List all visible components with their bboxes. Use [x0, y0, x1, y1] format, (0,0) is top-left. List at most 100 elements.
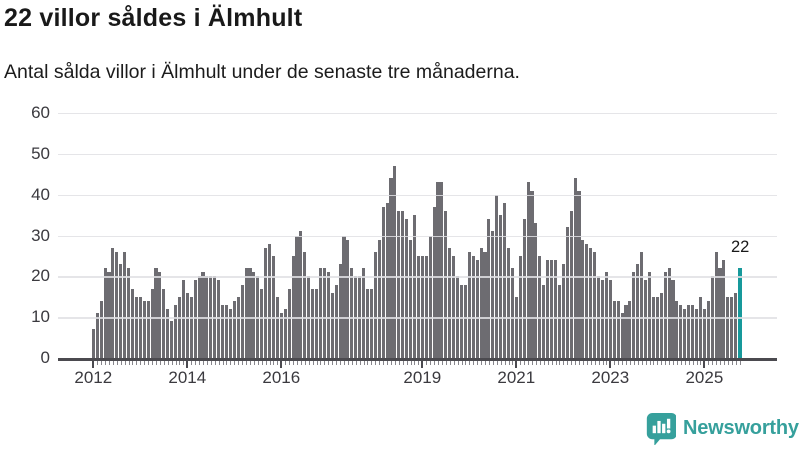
bar — [209, 276, 213, 358]
bar — [632, 272, 636, 358]
month-tick — [700, 361, 702, 365]
x-axis-label: 2025 — [685, 368, 724, 387]
month-tick — [269, 361, 271, 365]
month-tick — [308, 361, 310, 365]
month-tick — [191, 361, 193, 365]
bar — [107, 272, 111, 358]
month-tick — [441, 361, 443, 365]
bar — [397, 211, 401, 358]
bar — [303, 251, 307, 358]
month-tick — [336, 361, 338, 365]
month-tick — [414, 361, 416, 365]
month-tick — [649, 361, 651, 365]
month-tick — [402, 361, 404, 365]
month-tick — [430, 361, 432, 365]
month-tick — [673, 361, 675, 365]
bar — [651, 296, 655, 358]
page-subtitle: Antal sålda villor i Älmhult under de se… — [4, 61, 520, 83]
bar — [550, 260, 554, 358]
month-tick — [735, 361, 737, 365]
bar — [655, 296, 659, 358]
month-tick — [347, 361, 349, 365]
month-tick — [594, 361, 596, 365]
month-tick — [438, 361, 439, 365]
bar — [577, 190, 581, 358]
month-tick — [586, 361, 588, 365]
bar — [362, 268, 366, 358]
month-tick — [453, 361, 455, 365]
bar — [373, 251, 377, 358]
bar — [350, 268, 354, 358]
bar — [487, 219, 491, 358]
bar — [612, 300, 616, 358]
y-axis-label: 40 — [31, 184, 50, 204]
month-tick — [257, 361, 259, 365]
month-tick — [716, 361, 718, 365]
month-tick — [590, 361, 592, 365]
bar — [514, 296, 518, 358]
month-tick — [598, 361, 600, 365]
month-tick — [343, 361, 345, 365]
month-tick — [406, 361, 408, 365]
bar — [702, 309, 706, 358]
month-tick — [622, 361, 624, 365]
bar — [315, 288, 319, 358]
month-tick — [363, 361, 365, 365]
bar — [506, 247, 511, 358]
month-tick — [136, 361, 138, 365]
bar — [166, 309, 170, 358]
bar — [420, 255, 424, 358]
bar — [557, 284, 561, 358]
month-tick — [543, 361, 545, 365]
bar — [644, 280, 648, 358]
bar-chart-plot-area — [58, 113, 777, 368]
bar — [659, 292, 663, 358]
bar — [318, 268, 323, 358]
bar — [369, 288, 373, 358]
bar — [393, 166, 397, 358]
month-tick — [230, 361, 232, 365]
bar — [228, 309, 232, 358]
newsworthy-logo[interactable]: Newsworthy — [644, 411, 799, 445]
bar — [675, 300, 679, 358]
month-tick — [214, 361, 216, 365]
month-tick — [637, 361, 639, 365]
bar — [236, 296, 240, 358]
bar — [448, 247, 452, 358]
month-tick — [614, 361, 616, 365]
bar — [553, 260, 558, 358]
month-tick — [312, 361, 314, 365]
month-tick — [183, 361, 185, 365]
bar — [667, 268, 671, 358]
year-tick — [703, 361, 706, 368]
bar — [162, 288, 166, 358]
bar — [95, 313, 99, 358]
month-tick — [457, 361, 459, 365]
bar — [181, 280, 185, 358]
month-tick — [626, 361, 627, 365]
bar — [232, 300, 236, 358]
bar — [295, 235, 299, 358]
month-tick — [379, 361, 381, 365]
bar — [240, 284, 244, 358]
bar — [694, 309, 699, 358]
bar — [546, 260, 550, 358]
bar — [197, 276, 201, 358]
month-tick — [559, 361, 561, 365]
bar — [217, 280, 221, 358]
bar — [354, 276, 358, 358]
month-tick — [195, 361, 197, 365]
bar — [299, 231, 303, 358]
month-tick — [473, 361, 475, 365]
bar — [291, 255, 295, 358]
page-title: 22 villor såldes i Älmhult — [4, 4, 303, 32]
month-tick — [218, 361, 220, 365]
month-tick — [508, 361, 510, 365]
month-tick — [140, 361, 142, 365]
bar — [279, 313, 283, 358]
bar — [593, 251, 597, 358]
year-tick — [280, 361, 283, 368]
bar — [189, 296, 193, 358]
bar — [154, 268, 158, 358]
month-tick — [445, 361, 447, 365]
